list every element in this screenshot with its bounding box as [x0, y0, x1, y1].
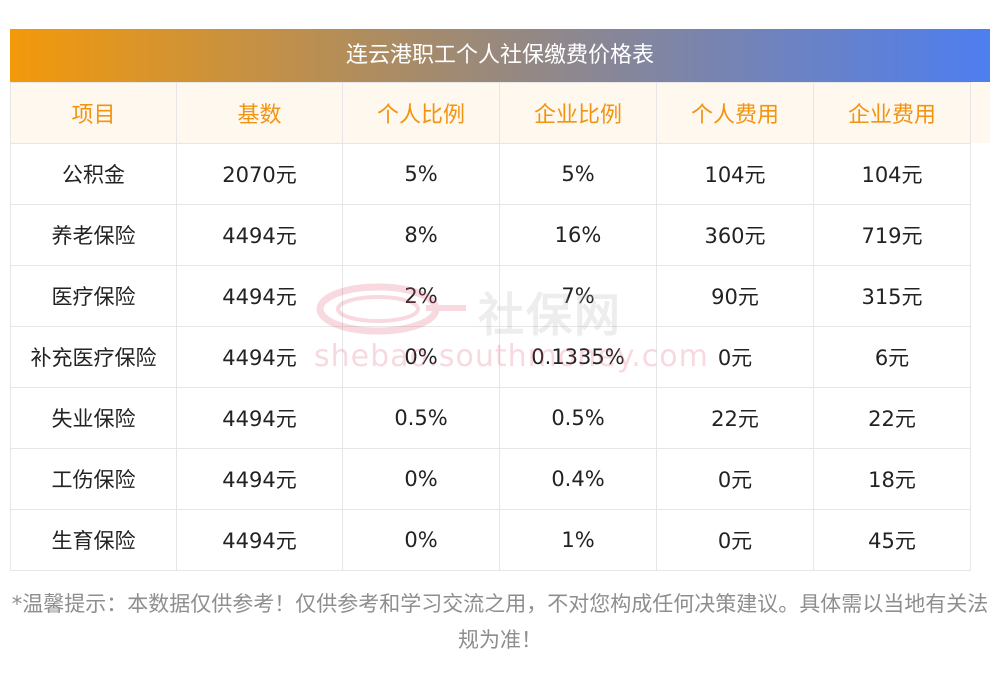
disclaimer-note: *温馨提示：本数据仅供参考！仅供参考和学习交流之用，不对您构成任何决策建议。具体…: [11, 592, 989, 652]
fee-table: 项目 基数 个人比例 企业比例 个人费用 企业费用 公积金 2070元 5% 5…: [10, 82, 971, 571]
table-cell: 0.1335%: [499, 326, 657, 388]
table-row: 医疗保险 4494元 2% 7% 90元 315元: [10, 265, 971, 327]
table-cell: 0元: [656, 448, 814, 510]
table-cell: 4494元: [176, 509, 343, 571]
table-cell: 5%: [342, 143, 500, 205]
header-edge-fill: [970, 82, 990, 143]
column-header: 基数: [176, 82, 343, 144]
table-cell: 4494元: [176, 265, 343, 327]
table-cell: 失业保险: [10, 387, 177, 449]
table-cell: 医疗保险: [10, 265, 177, 327]
table-cell: 4494元: [176, 204, 343, 266]
table-cell: 0.5%: [342, 387, 500, 449]
column-header: 个人比例: [342, 82, 500, 144]
table-row: 补充医疗保险 4494元 0% 0.1335% 0元 6元: [10, 326, 971, 388]
table-row: 失业保险 4494元 0.5% 0.5% 22元 22元: [10, 387, 971, 449]
table-cell: 0%: [342, 326, 500, 388]
table-cell: 4494元: [176, 448, 343, 510]
table-header-row: 项目 基数 个人比例 企业比例 个人费用 企业费用: [10, 82, 971, 144]
table-cell: 7%: [499, 265, 657, 327]
table-cell: 补充医疗保险: [10, 326, 177, 388]
table-cell: 工伤保险: [10, 448, 177, 510]
table-cell: 4494元: [176, 387, 343, 449]
table-cell: 18元: [813, 448, 971, 510]
table-cell: 315元: [813, 265, 971, 327]
table-cell: 1%: [499, 509, 657, 571]
table-cell: 104元: [656, 143, 814, 205]
table-cell: 生育保险: [10, 509, 177, 571]
table-cell: 90元: [656, 265, 814, 327]
table-row: 公积金 2070元 5% 5% 104元 104元: [10, 143, 971, 205]
table-row: 工伤保险 4494元 0% 0.4% 0元 18元: [10, 448, 971, 510]
table-cell: 公积金: [10, 143, 177, 205]
table-cell: 2070元: [176, 143, 343, 205]
table-cell: 0%: [342, 448, 500, 510]
table-cell: 360元: [656, 204, 814, 266]
table-cell: 5%: [499, 143, 657, 205]
table-cell: 22元: [656, 387, 814, 449]
column-header: 企业费用: [813, 82, 971, 144]
table-cell: 0.4%: [499, 448, 657, 510]
table-cell: 22元: [813, 387, 971, 449]
column-header: 项目: [10, 82, 177, 144]
table-cell: 16%: [499, 204, 657, 266]
table-cell: 8%: [342, 204, 500, 266]
table-row: 养老保险 4494元 8% 16% 360元 719元: [10, 204, 971, 266]
table-cell: 0元: [656, 509, 814, 571]
table-cell: 45元: [813, 509, 971, 571]
table-cell: 104元: [813, 143, 971, 205]
table-cell: 0.5%: [499, 387, 657, 449]
table-cell: 4494元: [176, 326, 343, 388]
table-cell: 0%: [342, 509, 500, 571]
table-title: 连云港职工个人社保缴费价格表: [10, 29, 990, 82]
table-cell: 0元: [656, 326, 814, 388]
table-cell: 养老保险: [10, 204, 177, 266]
table-cell: 2%: [342, 265, 500, 327]
column-header: 个人费用: [656, 82, 814, 144]
table-cell: 6元: [813, 326, 971, 388]
column-header: 企业比例: [499, 82, 657, 144]
table-row: 生育保险 4494元 0% 1% 0元 45元: [10, 509, 971, 571]
table-cell: 719元: [813, 204, 971, 266]
